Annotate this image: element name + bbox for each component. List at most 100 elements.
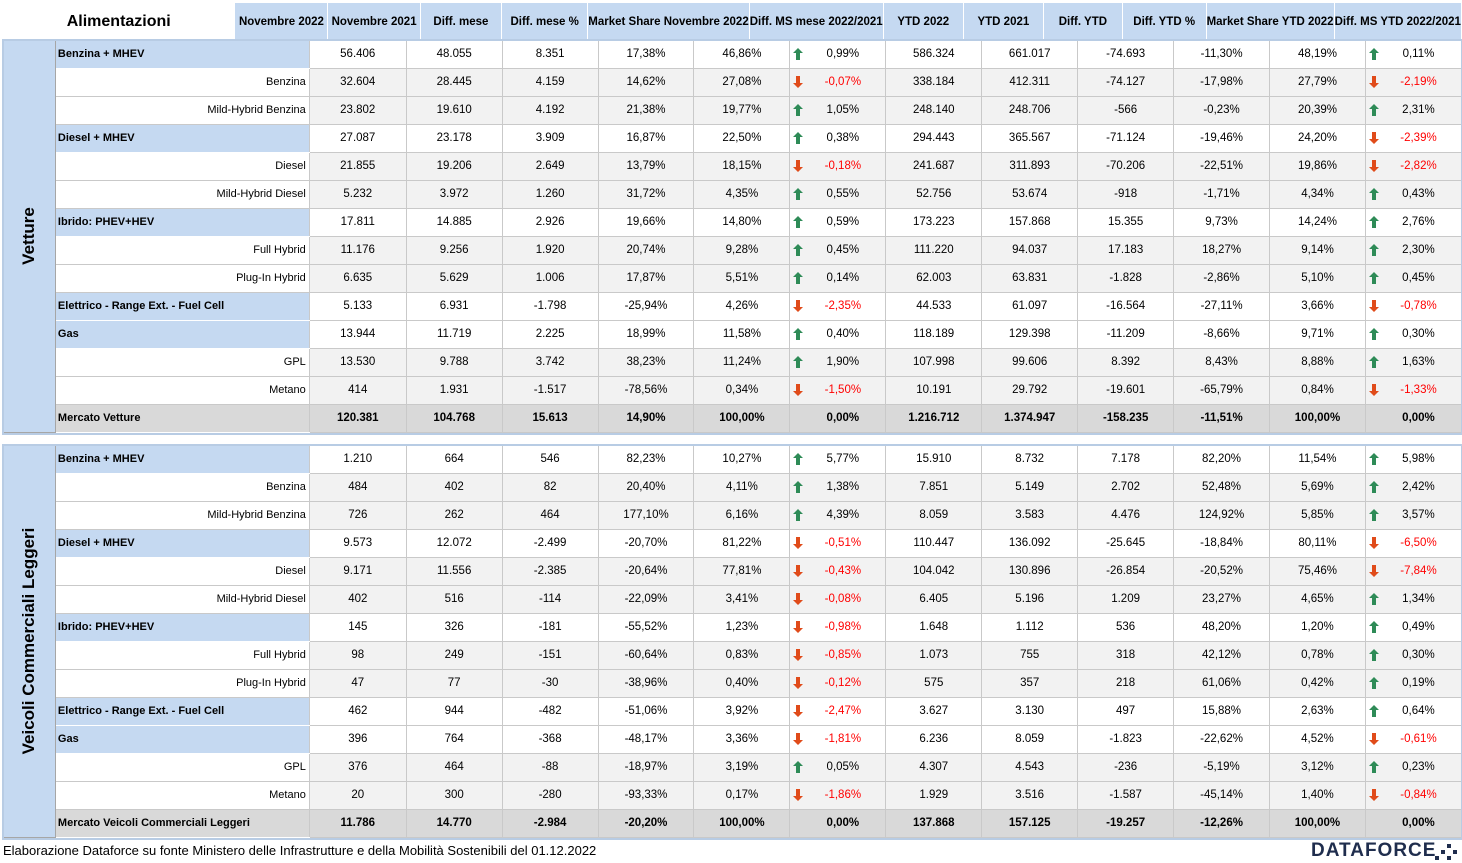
data-cell: 6.931 — [406, 292, 503, 321]
data-cell: -2,86% — [1173, 264, 1271, 293]
data-cell: 3.130 — [981, 697, 1079, 726]
data-cell: -1.823 — [1077, 725, 1175, 754]
table-row: Vetture Benzina + MHEV 56.406 48.055 8.351 17… — [3, 40, 1462, 433]
data-cell: -280 — [502, 781, 599, 810]
data-cell: -18,97% — [598, 753, 695, 782]
data-cell: 241.687 — [885, 152, 983, 181]
ms-diff-value: 0,14% — [826, 272, 860, 284]
section-label: Veicoli Commerciali Leggeri — [3, 445, 56, 838]
data-cell: -19.257 — [1077, 809, 1175, 838]
data-cell: 464 — [502, 501, 599, 530]
ms-diff-value: 2,42% — [1402, 481, 1435, 493]
data-cell: -2.499 — [502, 529, 599, 558]
data-cell: 24,20% — [1269, 124, 1366, 153]
data-cell: -74.693 — [1077, 40, 1175, 69]
arrow-down-icon — [793, 537, 804, 549]
data-cell: -2.984 — [502, 809, 599, 838]
table-row: Full Hybrid 11.176 9.256 1.920 20,74% 9,28% 0,… — [4, 236, 1462, 265]
data-cell: -25,94% — [598, 292, 695, 321]
data-cell: 1.374.947 — [981, 404, 1079, 433]
arrow-down-icon — [1368, 789, 1379, 801]
data-cell: 1.920 — [502, 236, 599, 265]
data-cell: 414 — [309, 376, 407, 405]
ms-diff-cell: 0,43% — [1365, 180, 1462, 209]
row-label: Ibrido: PHEV+HEV — [55, 613, 310, 642]
column-header: Novembre 2021 — [327, 2, 421, 41]
ms-diff-value: 5,77% — [826, 453, 860, 465]
data-cell: -1.828 — [1077, 264, 1175, 293]
data-cell: -88 — [502, 753, 599, 782]
data-cell: 726 — [309, 501, 407, 530]
arrow-down-icon — [793, 565, 804, 577]
data-cell: -22,09% — [598, 585, 695, 614]
data-cell: 11.176 — [309, 236, 407, 265]
data-cell: 6.236 — [885, 725, 983, 754]
ms-diff-cell: -0,78% — [1365, 292, 1462, 321]
data-cell: 130.896 — [981, 557, 1079, 586]
data-cell: 8,43% — [1173, 348, 1271, 377]
ms-diff-cell: -2,39% — [1365, 124, 1462, 153]
ms-diff-value: 0,00% — [826, 817, 860, 829]
data-cell: -18,84% — [1173, 529, 1270, 558]
data-cell: -51,06% — [598, 697, 695, 726]
data-cell: -74.127 — [1077, 68, 1175, 97]
data-cell: 11,24% — [693, 348, 791, 377]
arrow-up-icon — [793, 188, 804, 200]
data-cell: 14.770 — [406, 809, 503, 838]
ms-diff-value: 0,55% — [826, 188, 860, 200]
data-cell: -93,33% — [598, 781, 695, 810]
data-cell: 300 — [406, 781, 503, 810]
data-cell: -1.587 — [1077, 781, 1175, 810]
table-row: Plug-In Hybrid 6.635 5.629 1.006 17,87% 5,51%… — [4, 264, 1462, 293]
arrow-up-icon — [1368, 188, 1379, 200]
row-label: Plug-In Hybrid — [55, 669, 310, 698]
data-cell: 4,52% — [1269, 725, 1366, 754]
row-label: Gas — [55, 320, 310, 349]
data-cell: -2.385 — [502, 557, 599, 586]
ms-diff-value: 2,76% — [1402, 216, 1435, 228]
table-row: Plug-In Hybrid 47 77 -30 -38,96% 0,40% -0,12% 5… — [4, 669, 1462, 698]
arrow-up-icon — [1368, 244, 1379, 256]
column-header: YTD 2022 — [882, 2, 964, 41]
ms-diff-value: -6,50% — [1400, 537, 1437, 549]
data-cell: 20,40% — [598, 473, 695, 502]
data-cell: 100,00% — [1269, 809, 1366, 838]
table-row: Ibrido: PHEV+HEV 17.811 14.885 2.926 19,66% 1… — [4, 208, 1462, 237]
data-cell: 111.220 — [885, 236, 983, 265]
column-header: Market Share YTD 2022 — [1205, 2, 1335, 41]
ms-diff-value: -0,98% — [824, 621, 862, 633]
arrow-up-icon — [1368, 356, 1379, 368]
row-label: Ibrido: PHEV+HEV — [55, 208, 310, 237]
ms-diff-cell: 0,30% — [1365, 641, 1462, 670]
row-label: Benzina — [55, 68, 310, 97]
ms-diff-value: 0,00% — [826, 412, 860, 424]
row-label: Mild-Hybrid Benzina — [55, 501, 310, 530]
data-cell: 15.910 — [885, 445, 983, 474]
data-cell: 516 — [406, 585, 503, 614]
table-row: Benzina 484 402 82 20,40% 4,11% 1,38% 7.851 5.14… — [4, 473, 1462, 502]
ms-diff-value: 1,38% — [826, 481, 860, 493]
data-cell: 586.324 — [885, 40, 983, 69]
data-cell: 9,71% — [1269, 320, 1366, 349]
data-cell: 3.972 — [406, 180, 503, 209]
row-label: Mild-Hybrid Benzina — [55, 96, 310, 125]
data-cell: 3,41% — [693, 585, 791, 614]
total-row: Mercato Veicoli Commerciali Leggeri 11.78… — [4, 809, 1462, 838]
data-cell: -70.206 — [1077, 152, 1175, 181]
arrow-down-icon — [1368, 384, 1379, 396]
ms-diff-cell: -0,08% — [789, 585, 887, 614]
arrow-down-icon — [793, 160, 804, 172]
ms-diff-cell: 1,63% — [1365, 348, 1462, 377]
table-row: Full Hybrid 98 249 -151 -60,64% 0,83% -0,85% 1.… — [4, 641, 1462, 670]
data-cell: 365.567 — [981, 124, 1079, 153]
logo-text: DATAFORCE — [1311, 840, 1437, 861]
table-row: GPL 376 464 -88 -18,97% 3,19% 0,05% 4.307 4.543-… — [4, 753, 1462, 782]
table-row: Gas 13.944 11.719 2.225 18,99% 11,58% 0,40% 118… — [4, 320, 1462, 349]
data-cell: 248.706 — [981, 96, 1079, 125]
ms-diff-value: 1,05% — [826, 104, 860, 116]
ms-diff-value: -2,82% — [1400, 160, 1437, 172]
data-cell: 9.171 — [309, 557, 407, 586]
data-cell: -236 — [1077, 753, 1175, 782]
data-cell: -12,26% — [1173, 809, 1270, 838]
data-cell: -25.645 — [1077, 529, 1175, 558]
